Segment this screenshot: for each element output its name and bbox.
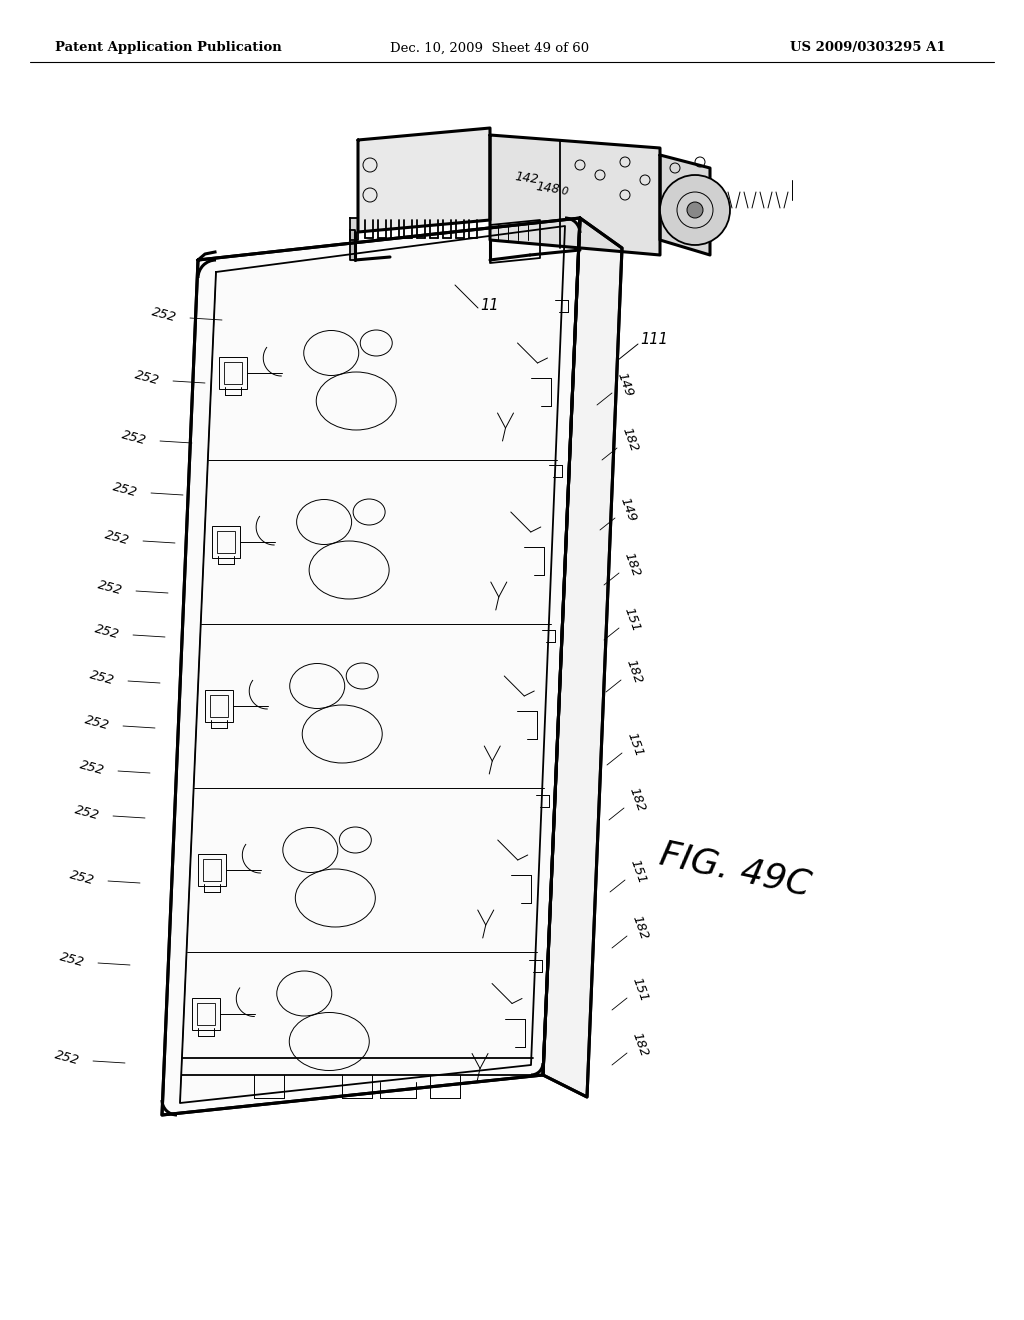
Text: 149: 149 <box>618 496 639 524</box>
Text: 142: 142 <box>514 170 540 186</box>
Text: 149: 149 <box>615 371 636 399</box>
Text: 252: 252 <box>93 623 121 642</box>
Text: 252: 252 <box>133 368 161 388</box>
Bar <box>219 356 247 389</box>
Text: 182: 182 <box>622 550 643 579</box>
Text: 252: 252 <box>53 1048 81 1068</box>
Circle shape <box>660 176 730 246</box>
Text: 252: 252 <box>83 714 111 733</box>
Text: 182: 182 <box>627 785 648 814</box>
Text: 252: 252 <box>96 578 124 598</box>
Bar <box>204 859 221 880</box>
Text: 252: 252 <box>69 869 96 887</box>
Text: 252: 252 <box>88 668 116 688</box>
Polygon shape <box>358 128 490 232</box>
Text: 151: 151 <box>628 858 649 886</box>
Text: US 2009/0303295 A1: US 2009/0303295 A1 <box>790 41 945 54</box>
Text: 252: 252 <box>151 305 178 325</box>
Text: 151: 151 <box>630 975 651 1005</box>
Text: 151: 151 <box>625 731 646 759</box>
Text: 182: 182 <box>624 657 645 686</box>
Polygon shape <box>490 135 660 255</box>
Text: FIG. 49C: FIG. 49C <box>656 837 814 903</box>
Text: 252: 252 <box>73 804 100 822</box>
Text: 252: 252 <box>103 528 131 548</box>
Bar <box>210 696 228 717</box>
Text: 11: 11 <box>480 297 499 313</box>
Text: 0: 0 <box>560 186 568 198</box>
Text: 182: 182 <box>630 913 651 942</box>
Text: 252: 252 <box>78 759 105 777</box>
Text: Dec. 10, 2009  Sheet 49 of 60: Dec. 10, 2009 Sheet 49 of 60 <box>390 41 589 54</box>
Bar <box>199 854 226 886</box>
Text: 148: 148 <box>536 180 561 197</box>
Bar <box>224 362 243 384</box>
Circle shape <box>687 202 703 218</box>
Text: 252: 252 <box>120 429 147 447</box>
Bar <box>217 531 236 553</box>
Polygon shape <box>350 218 358 240</box>
Bar <box>212 525 240 558</box>
Text: 252: 252 <box>112 480 139 499</box>
Text: 252: 252 <box>58 950 86 969</box>
Polygon shape <box>660 154 710 255</box>
Bar <box>198 1002 215 1024</box>
Polygon shape <box>162 218 580 1115</box>
Polygon shape <box>543 218 622 1097</box>
Text: 182: 182 <box>620 426 641 454</box>
Polygon shape <box>350 230 355 260</box>
Text: Patent Application Publication: Patent Application Publication <box>55 41 282 54</box>
Text: 111: 111 <box>640 333 668 347</box>
Bar <box>193 998 220 1030</box>
Text: 182: 182 <box>630 1031 651 1059</box>
Text: 151: 151 <box>622 606 643 634</box>
Bar <box>205 690 233 722</box>
